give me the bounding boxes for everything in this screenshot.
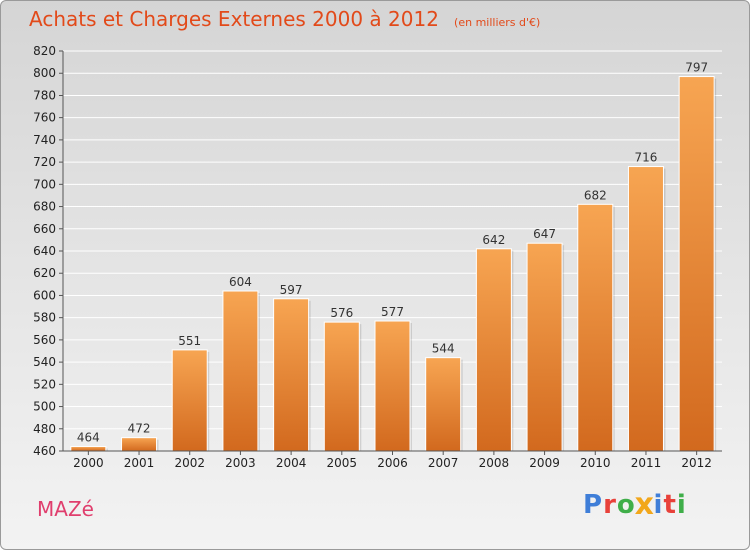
x-tick-label: 2001 (124, 456, 155, 470)
bar (121, 437, 158, 452)
y-tick-label: 760 (33, 111, 56, 125)
bar-value-label: 716 (635, 151, 658, 165)
x-tick-label: 2005 (327, 456, 358, 470)
y-tick-label: 500 (33, 400, 56, 414)
title-unit: (en milliers d'€) (454, 16, 541, 29)
logo-letter: P (583, 490, 604, 520)
bar-value-label: 577 (381, 305, 404, 319)
bar (374, 320, 411, 452)
logo-letter: t (663, 490, 677, 520)
bar-value-label: 604 (229, 275, 252, 289)
bar-value-label: 464 (77, 431, 100, 445)
bar (222, 290, 259, 452)
proxiti-logo[interactable]: Proxiti (583, 487, 687, 523)
x-tick-label: 2002 (174, 456, 205, 470)
y-tick-label: 640 (33, 244, 56, 258)
bar (526, 242, 563, 452)
bar-value-label: 576 (330, 306, 353, 320)
y-tick-label: 480 (33, 422, 56, 436)
y-tick-label: 800 (33, 66, 56, 80)
y-tick-label: 720 (33, 155, 56, 169)
y-tick-label: 520 (33, 377, 56, 391)
title-text: Achats et Charges Externes 2000 à 2012 (29, 7, 439, 31)
bar-value-label: 682 (584, 188, 607, 202)
y-tick-label: 660 (33, 222, 56, 236)
y-tick-label: 580 (33, 311, 56, 325)
bar (475, 248, 512, 452)
axes (62, 51, 722, 452)
bar-value-label: 647 (533, 227, 556, 241)
bar (70, 446, 107, 452)
x-tick-label: 2007 (428, 456, 459, 470)
y-tick-label: 600 (33, 288, 56, 302)
y-tick-label: 620 (33, 266, 56, 280)
bar-value-label: 797 (685, 61, 708, 75)
bar (171, 349, 208, 452)
logo-letter: x (634, 487, 655, 523)
bar (425, 357, 462, 452)
y-tick-label: 560 (33, 333, 56, 347)
y-tick-label: 820 (33, 44, 56, 58)
y-tick-label: 680 (33, 200, 56, 214)
bar-value-label: 544 (432, 342, 455, 356)
bar (577, 203, 614, 452)
logo-letter: i (676, 490, 687, 520)
data-labels: 464 472 551 604 597 576 577 544 642 647 682 716 797 (77, 61, 708, 445)
bar (627, 166, 664, 452)
x-axis-ticks: 2000 2001 2002 2003 2004 2005 2006 2007 2008 2009… (73, 451, 712, 470)
logo-letter: r (603, 490, 617, 520)
chart-title: Achats et Charges Externes 2000 à 2012 (… (29, 7, 540, 31)
y-tick-label: 780 (33, 88, 56, 102)
bar (273, 298, 310, 452)
bar (323, 321, 360, 452)
bar-value-label: 551 (178, 334, 201, 348)
y-tick-label: 700 (33, 177, 56, 191)
bar-value-label: 642 (482, 233, 505, 247)
x-tick-label: 2010 (580, 456, 611, 470)
x-tick-label: 2000 (73, 456, 104, 470)
logo-letter: o (616, 490, 636, 520)
x-tick-label: 2003 (225, 456, 256, 470)
y-axis-ticks: 460 480 500 520 540 560 580 600 620 640 660 680 700 7… (33, 44, 63, 458)
bars (70, 76, 717, 452)
x-tick-label: 2009 (529, 456, 560, 470)
y-tick-label: 540 (33, 355, 56, 369)
x-tick-label: 2006 (377, 456, 408, 470)
y-tick-label: 460 (33, 444, 56, 458)
y-tick-label: 740 (33, 133, 56, 147)
logo-letter: i (653, 490, 664, 520)
commune-name: MAZé (37, 497, 94, 521)
x-tick-label: 2011 (631, 456, 662, 470)
bar (678, 76, 715, 452)
x-tick-label: 2004 (276, 456, 307, 470)
bar-value-label: 472 (128, 422, 151, 436)
bar-value-label: 597 (280, 283, 303, 297)
x-tick-label: 2008 (479, 456, 510, 470)
x-tick-label: 2012 (681, 456, 712, 470)
